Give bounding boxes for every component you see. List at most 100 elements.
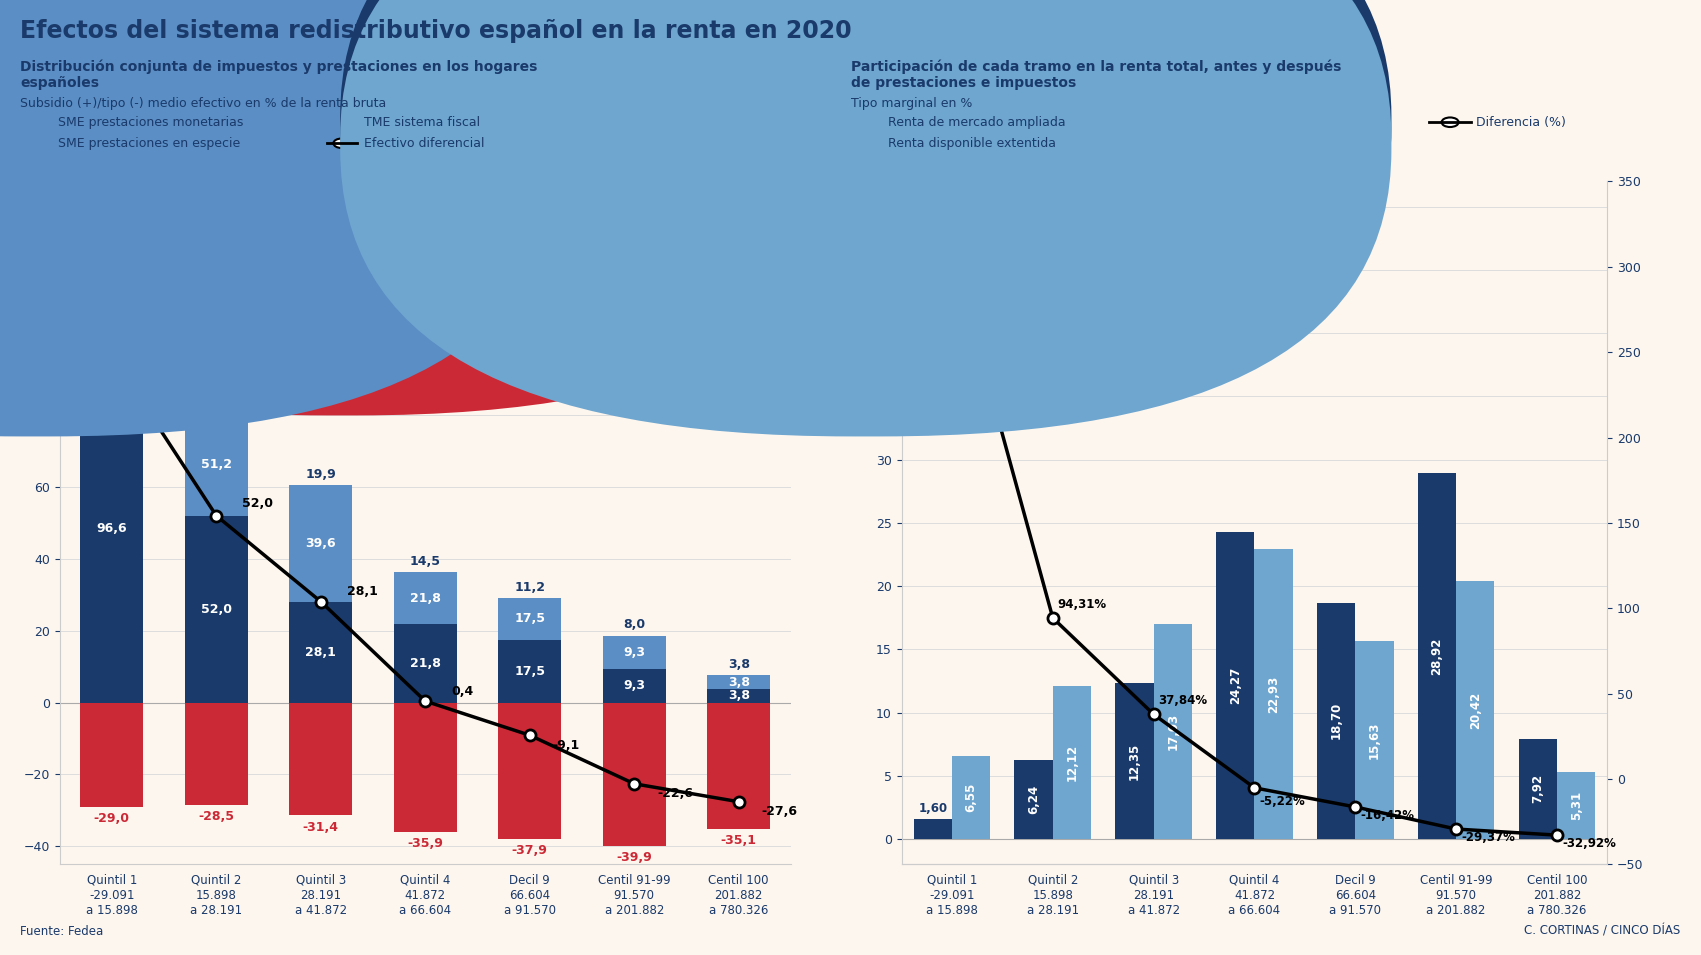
Text: 96,6: 96,6 <box>138 333 168 347</box>
Text: Fuente: Fedea: Fuente: Fedea <box>20 924 104 938</box>
Text: Distribución conjunta de impuestos y prestaciones en los hogares
españoles: Distribución conjunta de impuestos y pre… <box>20 59 538 90</box>
Text: Renta disponible extentida: Renta disponible extentida <box>888 137 1056 150</box>
Bar <box>395 625 456 703</box>
Text: SME prestaciones monetarias: SME prestaciones monetarias <box>58 116 243 129</box>
Bar <box>185 703 248 805</box>
Text: 5,31: 5,31 <box>1570 791 1582 820</box>
Text: -22,6: -22,6 <box>657 787 694 800</box>
Text: 28,1: 28,1 <box>347 585 378 598</box>
Text: Efectos del sistema redistributivo español en la renta en 2020: Efectos del sistema redistributivo españ… <box>20 19 852 43</box>
Bar <box>913 818 953 839</box>
Text: 18,70: 18,70 <box>1330 702 1342 739</box>
Text: -35,9: -35,9 <box>407 837 444 850</box>
Text: -39,9: -39,9 <box>616 851 651 864</box>
Bar <box>289 602 352 703</box>
Text: 3,8: 3,8 <box>728 658 750 671</box>
Bar <box>1419 474 1456 839</box>
Bar <box>395 572 456 625</box>
Text: Tipo marginal en %: Tipo marginal en % <box>850 97 971 111</box>
Bar <box>708 703 771 829</box>
Text: 12,35: 12,35 <box>1128 742 1141 779</box>
Text: 9,3: 9,3 <box>623 646 645 659</box>
Text: 28,92: 28,92 <box>1431 637 1444 675</box>
Text: -28,5: -28,5 <box>199 811 235 823</box>
Bar <box>1216 532 1254 839</box>
Text: -29,0: -29,0 <box>94 812 129 825</box>
Text: 20,42: 20,42 <box>1470 691 1482 729</box>
Text: -35,1: -35,1 <box>721 834 757 847</box>
Text: 6,24: 6,24 <box>1027 785 1039 815</box>
Text: -37,9: -37,9 <box>512 844 548 858</box>
Text: 6,55: 6,55 <box>964 783 978 813</box>
Bar <box>289 485 352 602</box>
Text: 21,8: 21,8 <box>410 657 441 669</box>
Text: -32,92%: -32,92% <box>1562 838 1616 850</box>
Bar <box>1456 581 1495 839</box>
Text: 19,9: 19,9 <box>306 468 337 480</box>
Text: 12,12: 12,12 <box>1065 744 1078 781</box>
Text: Efectivo diferencial: Efectivo diferencial <box>364 137 485 150</box>
Text: C. CORTINAS / CINCO DÍAS: C. CORTINAS / CINCO DÍAS <box>1524 924 1681 938</box>
Text: 52,0: 52,0 <box>242 498 274 510</box>
Bar <box>602 703 665 846</box>
Text: 1,60: 1,60 <box>919 802 947 815</box>
Text: 15,63: 15,63 <box>1368 721 1381 759</box>
Bar <box>602 636 665 669</box>
Text: -16,42%: -16,42% <box>1361 809 1414 822</box>
Text: Participación de cada tramo en la renta total, antes y después
de prestaciones e: Participación de cada tramo en la renta … <box>850 59 1340 90</box>
Text: 17,5: 17,5 <box>514 665 546 678</box>
Bar <box>708 675 771 689</box>
Text: 24,27: 24,27 <box>1228 667 1242 704</box>
Text: 94,31%: 94,31% <box>1058 598 1107 611</box>
Text: SME prestaciones en especie: SME prestaciones en especie <box>58 137 240 150</box>
Text: -31,4: -31,4 <box>303 820 338 834</box>
Text: TME sistema fiscal: TME sistema fiscal <box>364 116 480 129</box>
Text: 22,93: 22,93 <box>1267 675 1281 712</box>
Text: 51,2: 51,2 <box>201 458 231 471</box>
Text: Diferencia (%): Diferencia (%) <box>1476 116 1567 129</box>
Text: 17,5: 17,5 <box>514 612 546 626</box>
Text: 309,59%: 309,59% <box>958 213 1014 226</box>
Text: -29,37%: -29,37% <box>1461 831 1516 844</box>
Text: 3,8: 3,8 <box>728 690 750 702</box>
Bar <box>498 640 561 703</box>
Text: 8,0: 8,0 <box>623 619 645 631</box>
Text: 21,8: 21,8 <box>410 592 441 605</box>
Text: -5,22%: -5,22% <box>1259 795 1305 808</box>
Bar <box>80 250 143 355</box>
Bar <box>1116 683 1153 839</box>
Text: 7,92: 7,92 <box>1531 775 1545 803</box>
Bar <box>185 516 248 703</box>
Text: 9,3: 9,3 <box>623 679 645 692</box>
Bar <box>498 599 561 640</box>
Text: 96,6: 96,6 <box>97 522 128 536</box>
Bar <box>80 355 143 703</box>
Bar <box>498 703 561 838</box>
Text: 28,1: 28,1 <box>304 646 337 659</box>
Text: 37,84%: 37,84% <box>1158 694 1208 707</box>
Bar <box>80 703 143 807</box>
Text: 29,3: 29,3 <box>201 396 231 409</box>
Text: 54,4: 54,4 <box>97 233 128 246</box>
Text: 14,5: 14,5 <box>410 555 441 568</box>
Text: 71,2: 71,2 <box>97 296 128 309</box>
Text: 11,2: 11,2 <box>514 581 546 594</box>
Text: 0,4: 0,4 <box>451 685 473 697</box>
Bar <box>953 756 990 839</box>
Text: 39,6: 39,6 <box>306 537 337 550</box>
Bar <box>1519 739 1556 839</box>
Text: -27,6: -27,6 <box>762 805 798 818</box>
Bar <box>395 703 456 832</box>
Text: Subsidio (+)/tipo (-) medio efectivo en % de la renta bruta: Subsidio (+)/tipo (-) medio efectivo en … <box>20 97 386 111</box>
Text: Renta de mercado ampliada: Renta de mercado ampliada <box>888 116 1065 129</box>
Text: 3,8: 3,8 <box>728 675 750 689</box>
Bar <box>185 414 248 516</box>
Bar <box>1254 549 1293 839</box>
Bar <box>602 669 665 703</box>
Bar <box>1014 760 1053 839</box>
Bar <box>1556 772 1596 839</box>
Bar <box>1356 642 1393 839</box>
Text: 52,0: 52,0 <box>201 603 231 616</box>
Bar <box>289 703 352 816</box>
Text: -9,1: -9,1 <box>553 739 580 752</box>
